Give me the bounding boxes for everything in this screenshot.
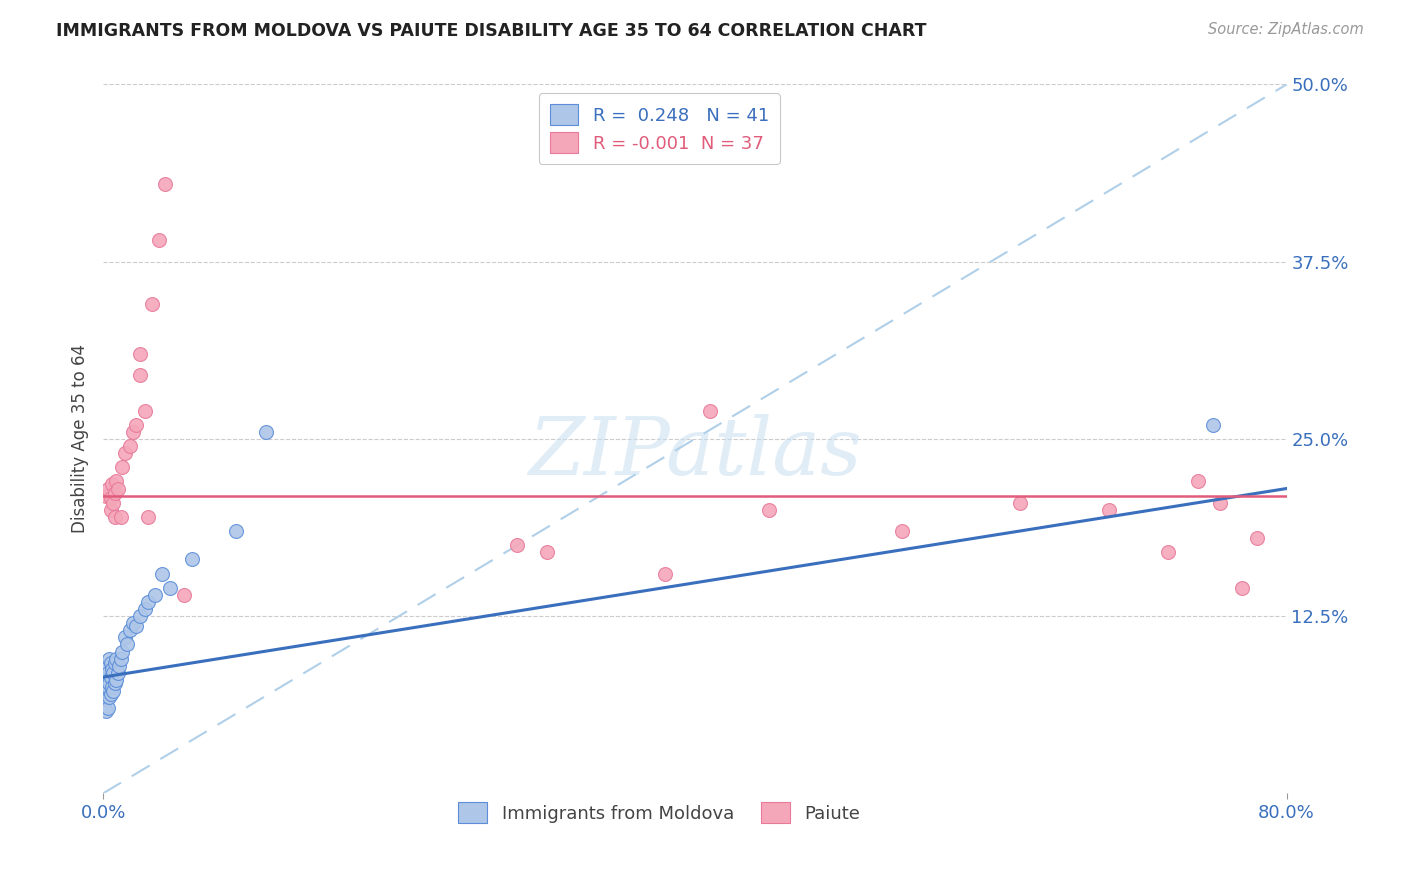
Point <box>159 581 181 595</box>
Point <box>103 684 125 698</box>
Point <box>891 524 914 538</box>
Text: Source: ZipAtlas.com: Source: ZipAtlas.com <box>1208 22 1364 37</box>
Point <box>110 509 132 524</box>
Point <box>118 624 141 638</box>
Point <box>100 687 122 701</box>
Point <box>124 619 146 633</box>
Point <box>115 638 138 652</box>
Point <box>141 297 163 311</box>
Point <box>1232 581 1254 595</box>
Point <box>103 665 125 680</box>
Point <box>225 524 247 538</box>
Point <box>105 651 128 665</box>
Point <box>111 644 134 658</box>
Point <box>134 403 156 417</box>
Point <box>143 588 166 602</box>
Point <box>150 566 173 581</box>
Point <box>180 552 202 566</box>
Point <box>1201 417 1223 432</box>
Point <box>101 680 124 694</box>
Legend: Immigrants from Moldova, Paiute: Immigrants from Moldova, Paiute <box>447 791 872 834</box>
Point <box>129 368 152 383</box>
Point <box>136 595 159 609</box>
Point <box>1246 531 1268 545</box>
Point <box>129 609 152 624</box>
Point <box>100 491 122 506</box>
Point <box>108 658 131 673</box>
Point <box>136 509 159 524</box>
Point <box>98 690 121 704</box>
Point <box>97 701 120 715</box>
Point <box>93 673 115 687</box>
Point <box>1157 545 1180 559</box>
Point <box>173 588 195 602</box>
Point <box>93 694 115 708</box>
Point <box>699 403 721 417</box>
Point <box>101 662 124 676</box>
Point <box>1098 503 1121 517</box>
Point <box>104 485 127 500</box>
Point <box>94 658 117 673</box>
Point <box>1209 496 1232 510</box>
Point <box>129 347 152 361</box>
Point <box>118 439 141 453</box>
Point <box>103 496 125 510</box>
Point <box>155 177 177 191</box>
Point <box>105 673 128 687</box>
Point <box>114 631 136 645</box>
Point <box>100 670 122 684</box>
Point <box>101 477 124 491</box>
Point <box>654 566 676 581</box>
Point <box>506 538 529 552</box>
Point <box>105 475 128 489</box>
Point <box>100 656 122 670</box>
Point <box>1187 475 1209 489</box>
Text: IMMIGRANTS FROM MOLDOVA VS PAIUTE DISABILITY AGE 35 TO 64 CORRELATION CHART: IMMIGRANTS FROM MOLDOVA VS PAIUTE DISABI… <box>56 22 927 40</box>
Point <box>98 651 121 665</box>
Point <box>98 675 121 690</box>
Point <box>94 489 117 503</box>
Point <box>104 509 127 524</box>
Point <box>110 651 132 665</box>
Point <box>121 425 143 439</box>
Point <box>97 665 120 680</box>
Point <box>94 704 117 718</box>
Point <box>94 684 117 698</box>
Point <box>121 616 143 631</box>
Point <box>758 503 780 517</box>
Point <box>114 446 136 460</box>
Point <box>107 482 129 496</box>
Point <box>100 503 122 517</box>
Point <box>107 665 129 680</box>
Text: ZIPatlas: ZIPatlas <box>529 414 862 491</box>
Y-axis label: Disability Age 35 to 64: Disability Age 35 to 64 <box>72 344 89 533</box>
Point <box>104 675 127 690</box>
Point <box>104 656 127 670</box>
Point <box>536 545 558 559</box>
Point <box>134 602 156 616</box>
Point <box>148 234 170 248</box>
Point <box>97 680 120 694</box>
Point <box>1010 496 1032 510</box>
Point <box>254 425 277 439</box>
Point <box>124 417 146 432</box>
Point <box>111 460 134 475</box>
Point <box>97 482 120 496</box>
